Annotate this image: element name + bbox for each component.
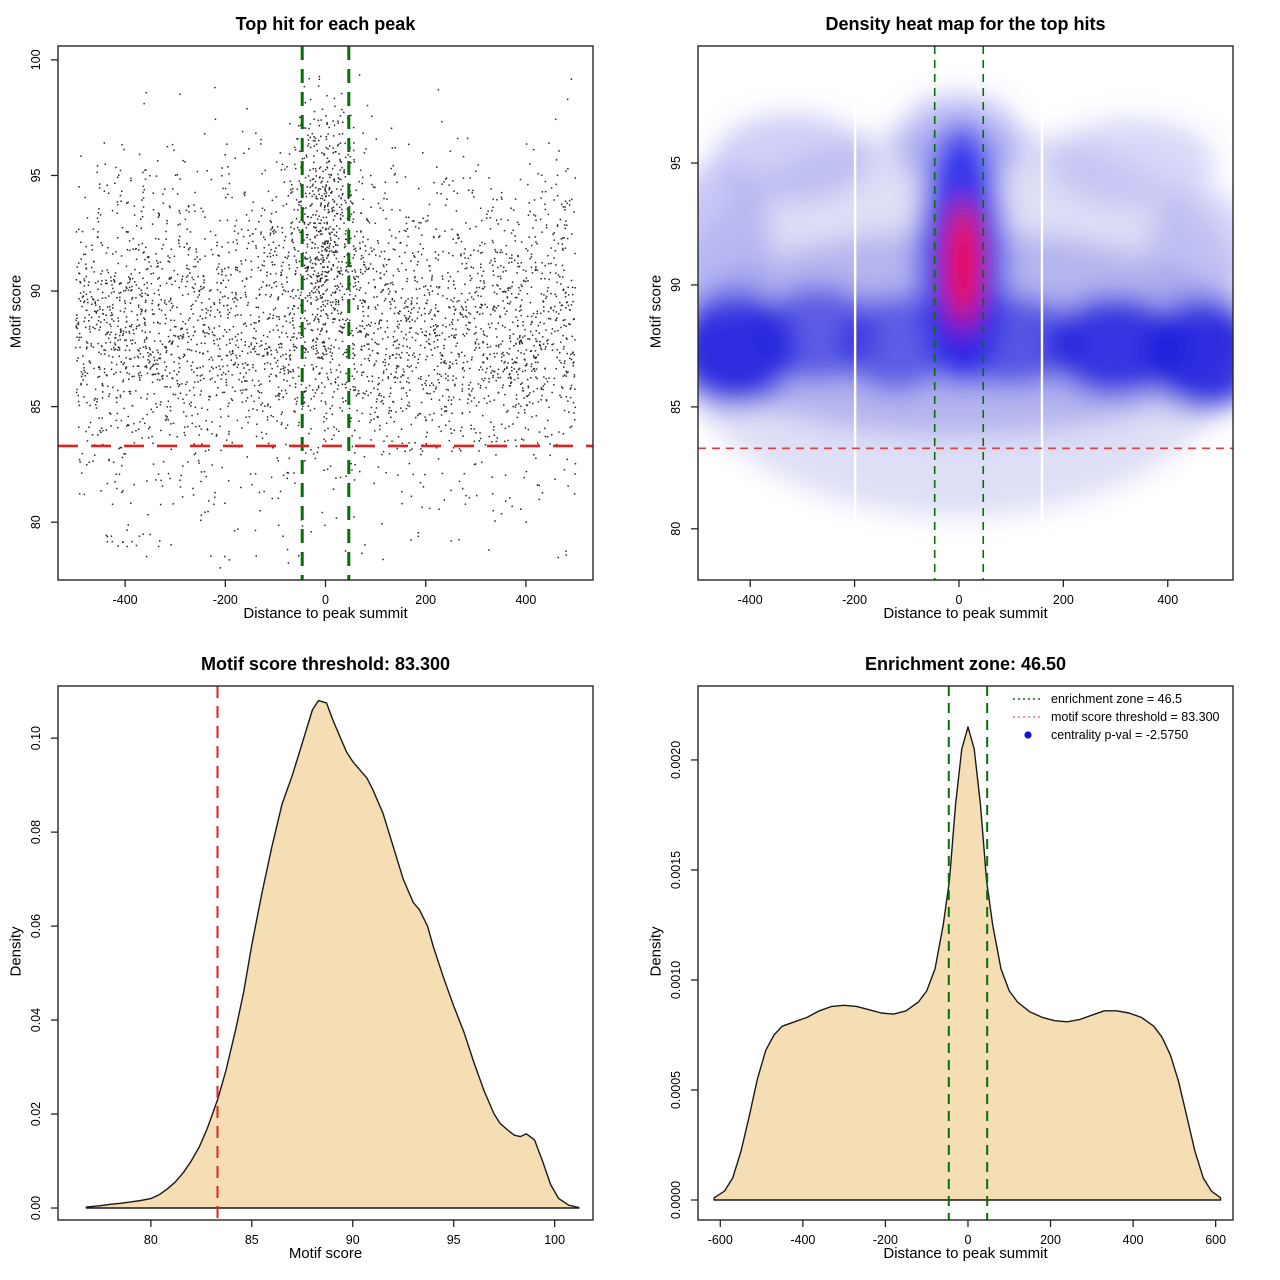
heatmap-plot-svg: -400 -200 0 200 400 80 85 90 95 [669,45,1234,607]
x-tick-label: -200 [842,593,867,607]
chart-title-motif-density: Motif score threshold: 83.300 [200,654,451,674]
plot-box [57,45,594,581]
y-tick-label: 0.0020 [669,741,683,779]
panel-summit-distance-density: -600 -400 -200 0 200 400 600 0.0000 0.0005 0.0010… [640,640,1280,1280]
density-curve [85,699,580,1209]
x-axis-label-motif-density: Motif score [288,1245,363,1262]
x-tick-label: 400 [1123,1233,1144,1247]
y-tick-label: 85 [29,400,43,414]
density-blob [930,121,993,229]
summit-density-plot-svg: -600 -400 -200 0 200 400 600 0.0000 0.0005 0.0010… [669,685,1234,1247]
y-axis-label-heatmap: Motif score [647,274,665,349]
axes: -600 -400 -200 0 200 400 600 0.0000 0.0005 0.0010… [669,685,1234,1247]
heatmap-image [698,46,1233,580]
x-tick-label: 400 [515,593,536,607]
panel-density-heatmap: -400 -200 0 200 400 80 85 90 95 Density heat map… [640,0,1280,640]
y-tick-label: 0.0015 [669,851,683,889]
y-tick-label: 0.0005 [669,1071,683,1109]
x-tick-label: 200 [415,593,436,607]
x-tick-label: 85 [245,1233,259,1247]
x-tick-label: 0 [322,593,329,607]
x-tick-label: 80 [144,1233,158,1247]
density-blob [1047,294,1184,398]
scatter-plot-svg: -400 -200 0 200 400 80 85 90 95 100 [29,45,594,607]
y-tick-label: 80 [669,522,683,536]
x-axis-label-summit-density: Distance to peak summit [883,1245,1048,1262]
density-blob [698,163,772,310]
x-tick-label: 200 [1040,1233,1061,1247]
y-tick-label: 0.08 [29,820,43,844]
y-tick-label: 80 [29,515,43,529]
y-tick-label: 0.02 [29,1102,43,1126]
x-tick-label: 400 [1157,593,1178,607]
x-tick-label: 90 [346,1233,360,1247]
legend-label: centrality p-val = -2.5750 [1051,728,1188,742]
x-tick-label: 100 [544,1233,565,1247]
x-tick-label: 0 [965,1233,972,1247]
axes: 80 85 90 95 100 0.00 0.02 0.04 0.06 0.08 0.10 [29,685,594,1247]
x-tick-label: 600 [1205,1233,1226,1247]
density-blob [713,114,871,203]
density-blob [1146,187,1233,310]
density-blob [1047,119,1215,207]
y-tick-label: 90 [669,278,683,292]
y-tick-label: 100 [29,49,43,70]
density-curve [713,726,1222,1201]
legend-label: motif score threshold = 83.300 [1051,710,1220,724]
plot-box [697,685,1234,1221]
legend: enrichment zone = 46.5 motif score thresh… [1013,692,1220,742]
y-tick-label: 95 [669,156,683,170]
y-tick-label: 0.06 [29,914,43,938]
y-tick-label: 85 [669,400,683,414]
y-axis-label-summit-density: Density [647,926,665,977]
chart-title-scatter: Top hit for each peak [235,14,416,34]
x-tick-label: -400 [113,593,138,607]
y-tick-label: 90 [29,284,43,298]
density-blob [952,221,974,310]
y-tick-label: 0.0000 [669,1181,683,1219]
density-blob [1146,294,1233,412]
chart-title-heatmap: Density heat map for the top hits [825,14,1106,34]
x-tick-label: 95 [447,1233,461,1247]
y-tick-label: 0.04 [29,1008,43,1032]
legend-glyph-dot [1024,731,1032,739]
plot-box [697,45,1234,581]
y-tick-label: 0.00 [29,1196,43,1220]
x-axis-label-heatmap: Distance to peak summit [883,605,1048,622]
chart-title-summit-density: Enrichment zone: 46.50 [864,654,1067,674]
x-tick-label: -600 [708,1233,733,1247]
y-tick-label: 95 [29,168,43,182]
x-axis-label-scatter: Distance to peak summit [243,605,408,622]
panel-top-hit-scatter: -400 -200 0 200 400 80 85 90 95 100 Top hit for e… [0,0,640,640]
axes: -400 -200 0 200 400 80 85 90 95 [669,45,1234,607]
y-axis-label-motif-density: Density [7,926,25,977]
x-tick-label: -400 [738,593,763,607]
x-tick-label: 200 [1053,593,1074,607]
axes: -400 -200 0 200 400 80 85 90 95 100 [29,45,594,607]
plot-box [57,685,594,1221]
legend-label: enrichment zone = 46.5 [1051,692,1182,706]
y-tick-label: 0.10 [29,726,43,750]
x-tick-label: 0 [955,593,962,607]
scatter-points [75,74,577,569]
motif-density-plot-svg: 80 85 90 95 100 0.00 0.02 0.04 0.06 0.08 0.10 [29,685,594,1247]
x-tick-label: -200 [873,1233,898,1247]
panel-motif-score-density: 80 85 90 95 100 0.00 0.02 0.04 0.06 0.08 0.10 Moti… [0,640,640,1280]
x-tick-label: -400 [790,1233,815,1247]
y-tick-label: 0.0010 [669,961,683,999]
x-tick-label: -200 [213,593,238,607]
y-axis-label-scatter: Motif score [7,274,25,349]
